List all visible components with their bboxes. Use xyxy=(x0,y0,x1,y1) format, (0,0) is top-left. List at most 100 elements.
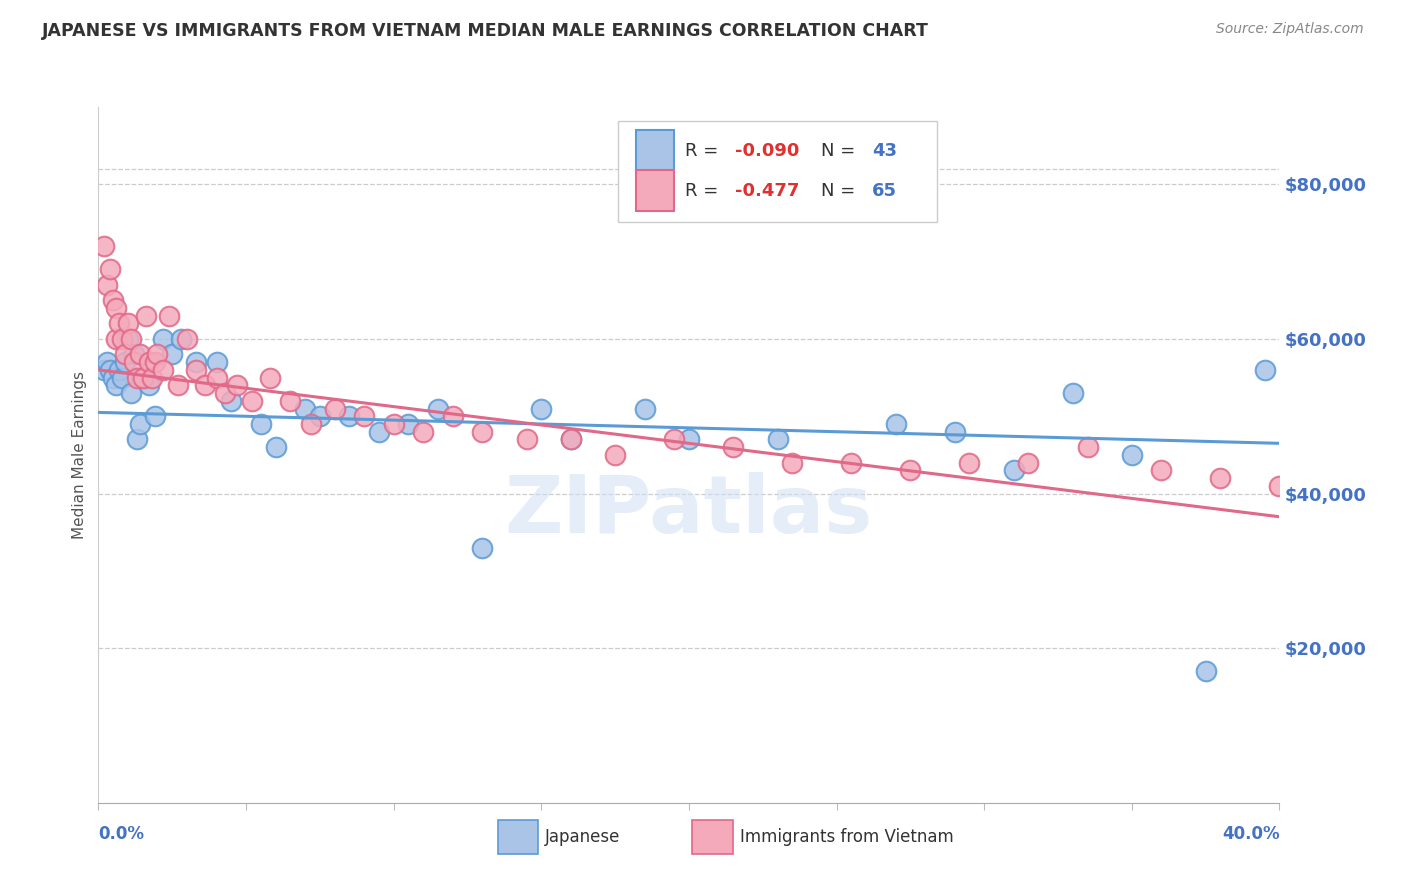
Point xyxy=(412,425,434,439)
Point xyxy=(1268,479,1291,493)
Point xyxy=(111,332,134,346)
Text: 43: 43 xyxy=(872,142,897,160)
Point xyxy=(128,347,150,361)
Point xyxy=(471,425,494,439)
Text: Source: ZipAtlas.com: Source: ZipAtlas.com xyxy=(1216,22,1364,37)
Point xyxy=(120,386,142,401)
Point xyxy=(194,378,217,392)
Text: Immigrants from Vietnam: Immigrants from Vietnam xyxy=(740,829,953,847)
Point xyxy=(117,332,139,346)
Text: ZIPatlas: ZIPatlas xyxy=(505,472,873,549)
Point xyxy=(205,370,228,384)
Text: JAPANESE VS IMMIGRANTS FROM VIETNAM MEDIAN MALE EARNINGS CORRELATION CHART: JAPANESE VS IMMIGRANTS FROM VIETNAM MEDI… xyxy=(42,22,929,40)
Point xyxy=(108,363,131,377)
Point xyxy=(125,433,148,447)
Point xyxy=(93,363,115,377)
Point xyxy=(900,463,922,477)
Point xyxy=(105,301,128,315)
FancyBboxPatch shape xyxy=(498,821,537,855)
Point xyxy=(125,370,148,384)
Point xyxy=(103,293,125,308)
Point xyxy=(1062,386,1084,401)
Y-axis label: Median Male Earnings: Median Male Earnings xyxy=(72,371,87,539)
Point xyxy=(152,363,174,377)
Text: -0.090: -0.090 xyxy=(735,142,800,160)
Point xyxy=(98,262,121,277)
Point xyxy=(143,409,166,424)
Point xyxy=(264,440,287,454)
Point xyxy=(138,355,160,369)
Point xyxy=(782,456,804,470)
Point xyxy=(841,456,863,470)
Point xyxy=(368,425,391,439)
Point xyxy=(353,409,375,424)
Point xyxy=(141,370,163,384)
Point xyxy=(471,541,494,555)
Text: -0.477: -0.477 xyxy=(735,182,800,200)
Point xyxy=(114,347,136,361)
Point xyxy=(1150,463,1173,477)
Point xyxy=(323,401,346,416)
FancyBboxPatch shape xyxy=(619,121,936,222)
Text: 65: 65 xyxy=(872,182,897,200)
Point xyxy=(1002,463,1025,477)
Point xyxy=(108,317,131,331)
Point xyxy=(167,378,190,392)
Point xyxy=(205,355,228,369)
Text: N =: N = xyxy=(821,182,862,200)
Point xyxy=(128,417,150,431)
Point xyxy=(1017,456,1039,470)
Point xyxy=(143,355,166,369)
Point xyxy=(309,409,332,424)
Point xyxy=(884,417,907,431)
Point xyxy=(1121,448,1143,462)
Point xyxy=(382,417,405,431)
Point xyxy=(1386,471,1406,485)
Point xyxy=(98,363,121,377)
Point xyxy=(157,309,180,323)
Point xyxy=(122,347,145,361)
Point xyxy=(1357,463,1379,477)
Point xyxy=(1209,471,1232,485)
Point xyxy=(294,401,316,416)
Text: R =: R = xyxy=(685,182,724,200)
Point xyxy=(1195,665,1218,679)
Point xyxy=(240,393,263,408)
Point xyxy=(226,378,249,392)
Point xyxy=(1077,440,1099,454)
Text: R =: R = xyxy=(685,142,724,160)
Point xyxy=(560,433,582,447)
FancyBboxPatch shape xyxy=(693,821,733,855)
Text: 0.0%: 0.0% xyxy=(98,825,145,843)
Point xyxy=(278,393,302,408)
Point xyxy=(441,409,464,424)
Point xyxy=(664,433,686,447)
Point xyxy=(120,332,142,346)
Point xyxy=(1298,463,1320,477)
Point xyxy=(184,355,207,369)
Point xyxy=(152,332,174,346)
Point xyxy=(135,370,157,384)
Point xyxy=(111,370,134,384)
Text: N =: N = xyxy=(821,142,862,160)
Point xyxy=(1254,363,1277,377)
Point xyxy=(170,332,193,346)
Point xyxy=(146,347,169,361)
Point xyxy=(943,425,966,439)
Point xyxy=(135,309,157,323)
Point xyxy=(396,417,419,431)
Point xyxy=(117,317,139,331)
Point xyxy=(162,347,183,361)
Point xyxy=(530,401,553,416)
Point xyxy=(959,456,981,470)
FancyBboxPatch shape xyxy=(636,170,673,211)
Point xyxy=(105,332,128,346)
Point xyxy=(560,433,582,447)
Text: 40.0%: 40.0% xyxy=(1222,825,1279,843)
Point xyxy=(1327,456,1350,470)
Point xyxy=(250,417,273,431)
Point xyxy=(259,370,281,384)
Point xyxy=(96,355,118,369)
Point xyxy=(105,378,128,392)
Point xyxy=(515,433,537,447)
